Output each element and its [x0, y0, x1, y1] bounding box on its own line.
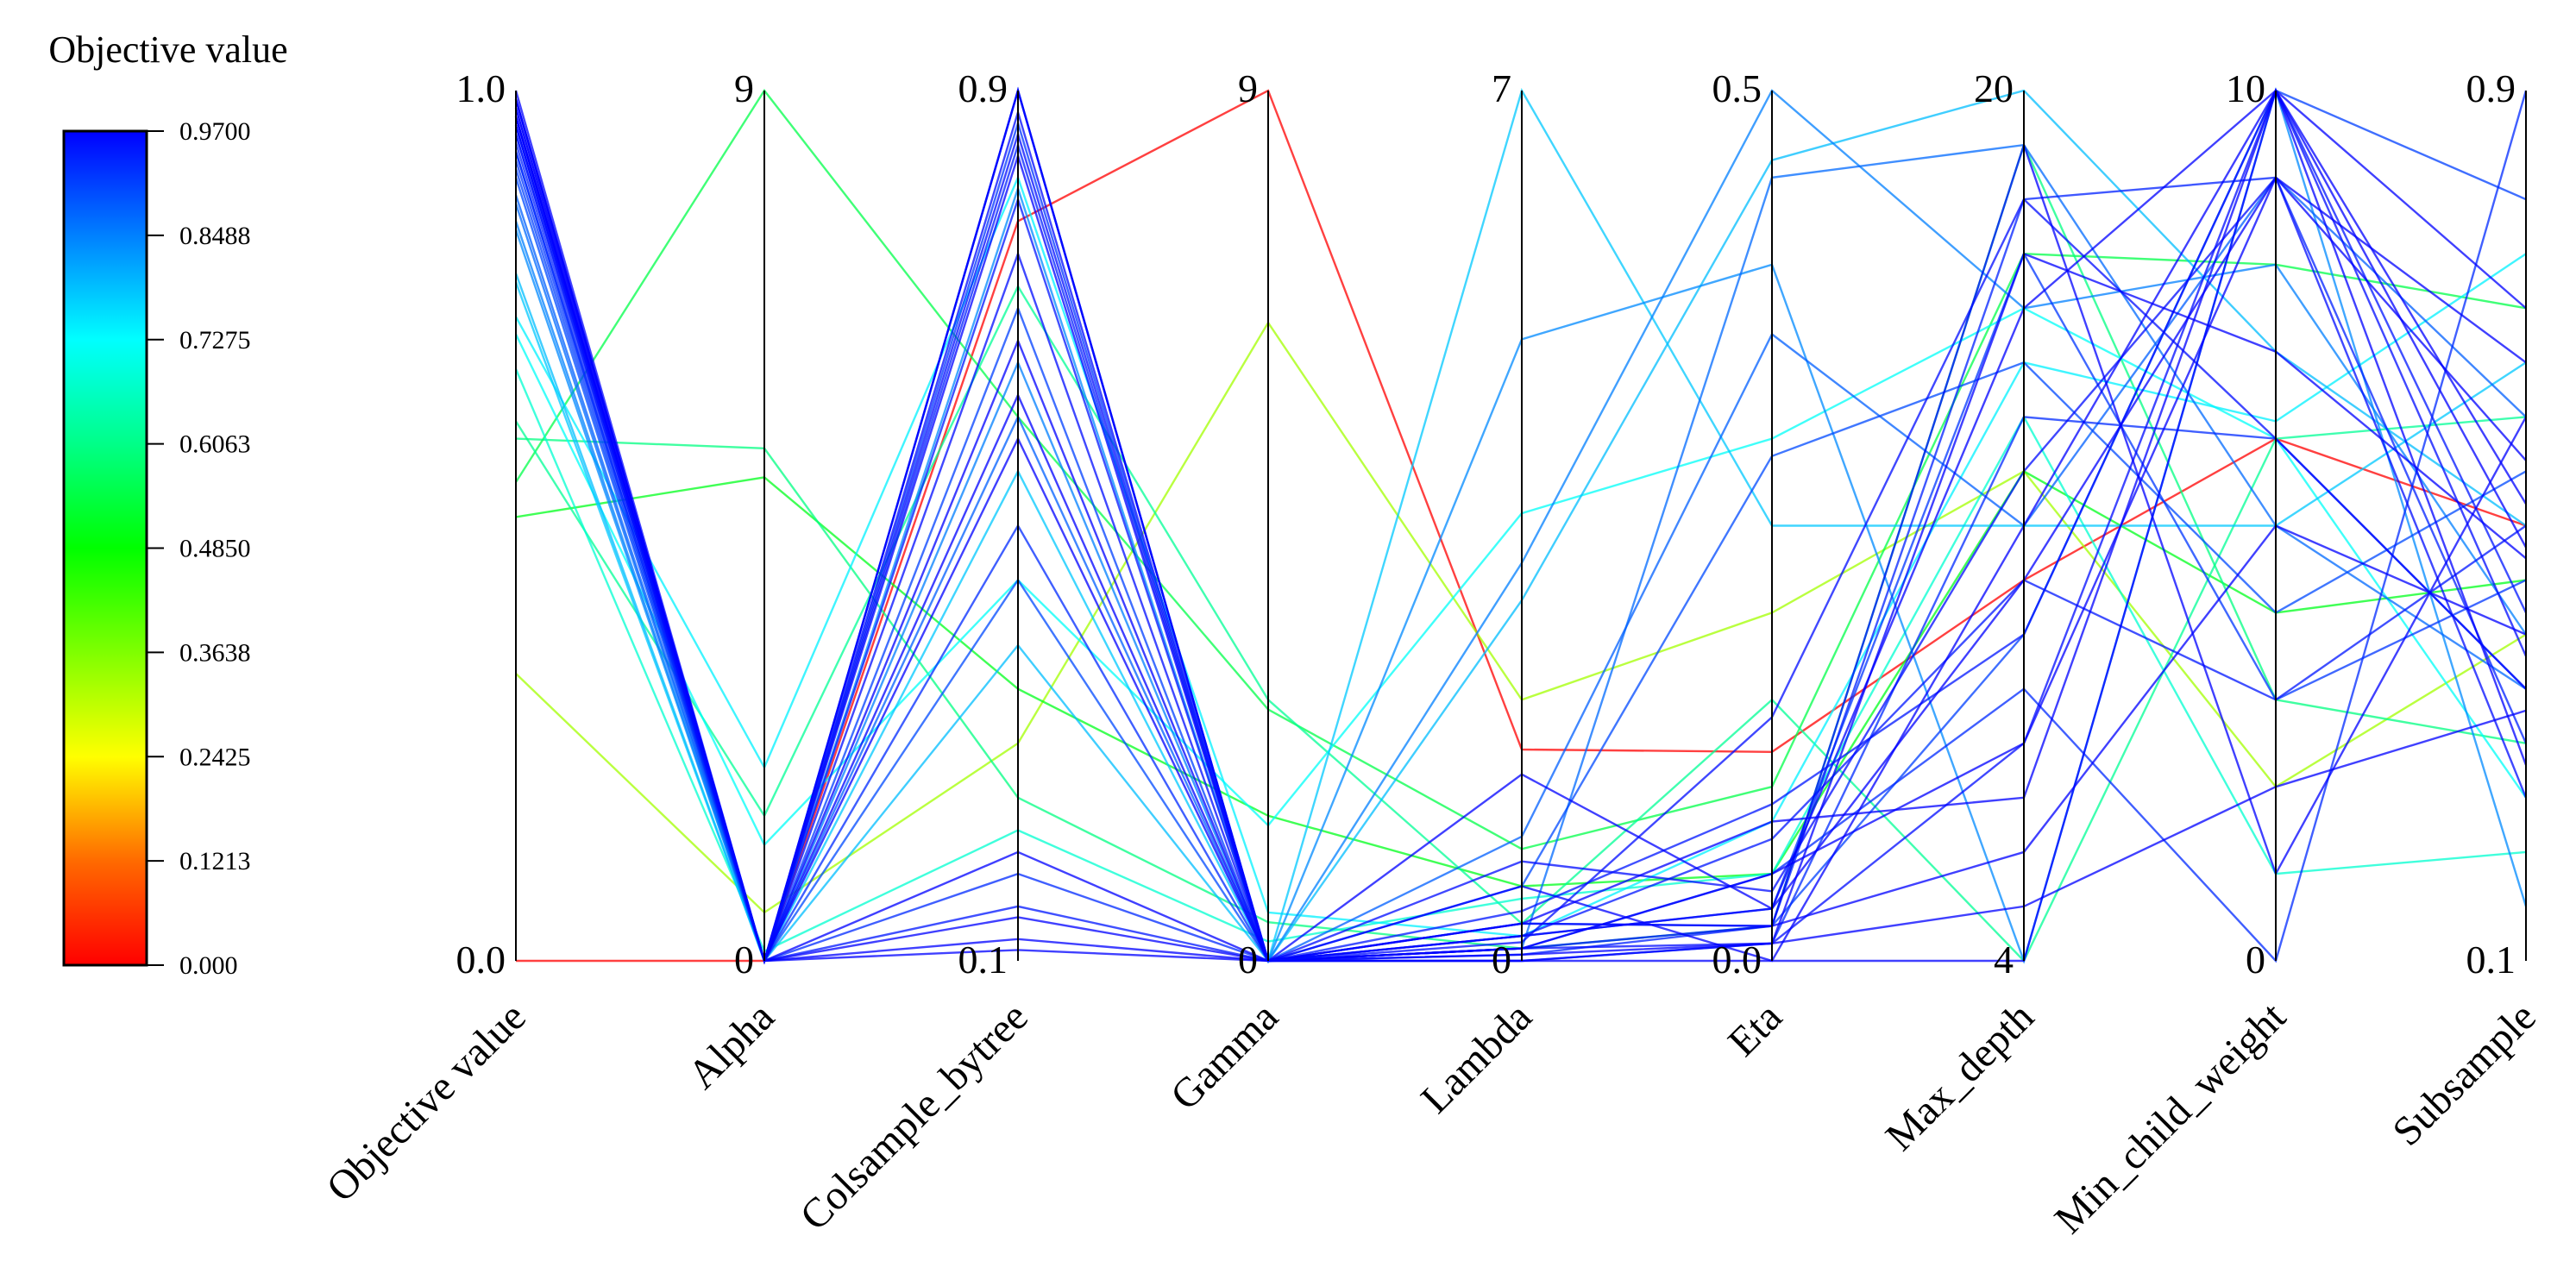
axis-max-label: 9: [1238, 66, 1258, 110]
axis-min-label: 0: [734, 938, 754, 982]
axis-title: Lambda: [1412, 994, 1541, 1122]
axis-min-label: 4: [1994, 938, 2014, 982]
axis-max-label: 0.5: [1712, 66, 1762, 110]
axis-min-label: 0: [1238, 938, 1258, 982]
axis-title: Alpha: [679, 994, 782, 1097]
colorbar-tick-label: 0.6063: [179, 430, 251, 459]
colorbar-tick-label: 0.7275: [179, 326, 251, 354]
colorbar-tick-label: 0.4850: [179, 535, 251, 563]
axis-title: Min_child_weight: [2046, 994, 2296, 1243]
axis-max-label: 0.9: [958, 66, 1008, 110]
axis-min-label: 0: [1492, 938, 1511, 982]
colorbar-tick-label: 0.9700: [179, 117, 251, 146]
axis-max-label: 10: [2226, 66, 2265, 110]
axis-min-label: 0.1: [958, 938, 1008, 982]
axis-title: Max_depth: [1877, 994, 2043, 1159]
colorbar-tick-label: 0.000: [179, 951, 238, 980]
colorbar-tick-label: 0.2425: [179, 743, 251, 771]
axis-title: Eta: [1719, 994, 1791, 1065]
colorbar-tick-label: 0.8488: [179, 222, 251, 250]
axis-title: Gamma: [1162, 994, 1287, 1119]
colorbar-tick-label: 0.1213: [179, 847, 251, 875]
axis-max-label: 20: [1974, 66, 2014, 110]
axis-max-label: 1.0: [456, 66, 506, 110]
axis-max-label: 9: [734, 66, 754, 110]
axis-min-label: 0.0: [1712, 938, 1762, 982]
axis-title: Subsample: [2384, 994, 2544, 1154]
axis-min-label: 0: [2246, 938, 2265, 982]
axis-min-label: 0.0: [456, 938, 506, 982]
colorbar: [62, 129, 148, 967]
axis-min-label: 0.1: [2466, 938, 2516, 982]
axis-title: Objective value: [317, 994, 534, 1210]
colorbar-tick-label: 0.3638: [179, 638, 251, 667]
axis-title: Colsample_bytree: [791, 994, 1036, 1239]
colorbar-title: Objective value: [48, 28, 287, 71]
axis-max-label: 7: [1492, 66, 1511, 110]
axis-max-label: 0.9: [2466, 66, 2516, 110]
